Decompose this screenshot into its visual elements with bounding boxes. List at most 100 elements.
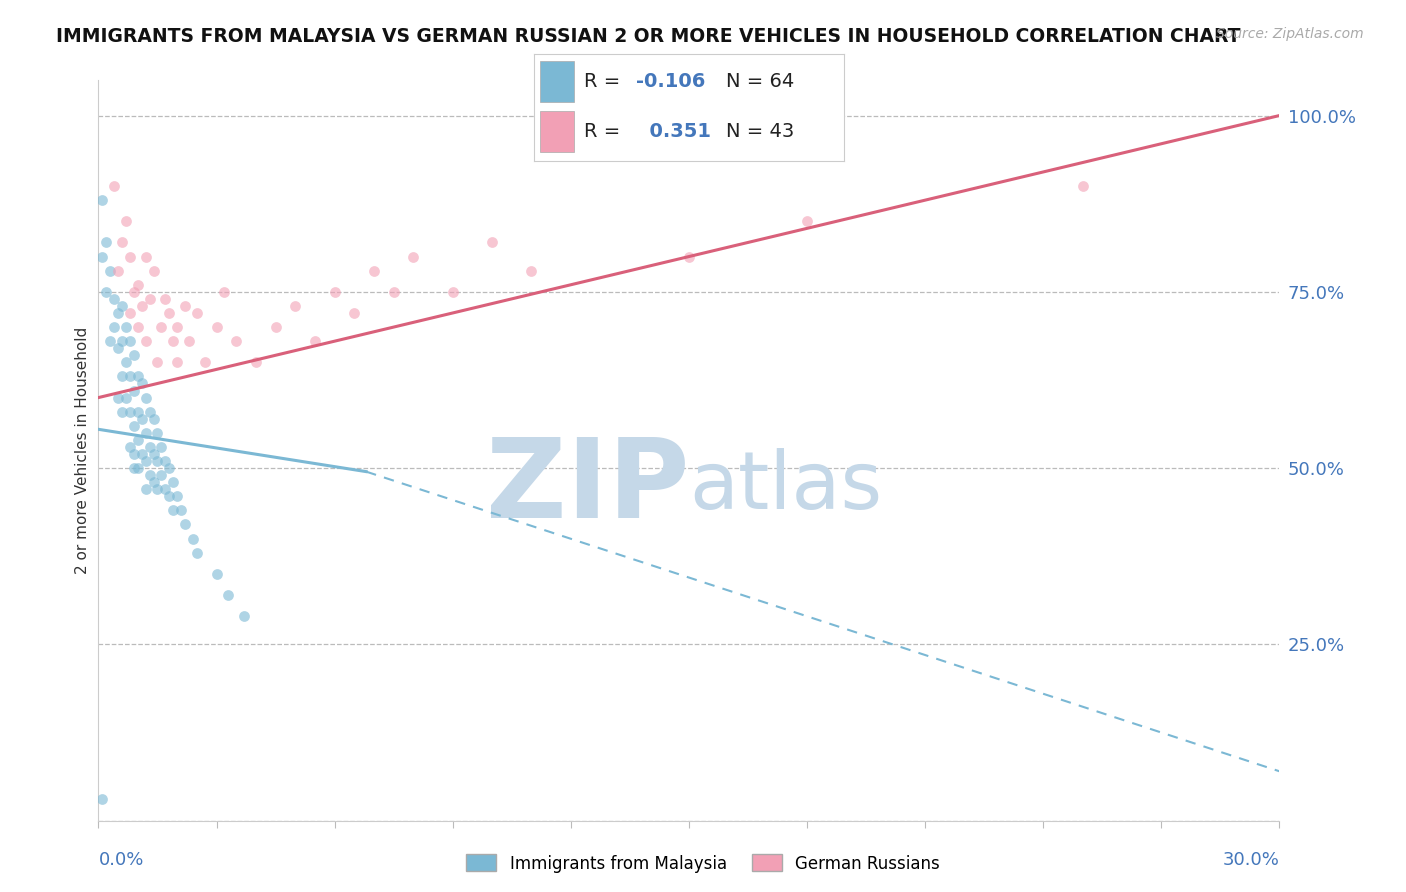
Point (150, 468, 173, 483)
Point (150, 440, 173, 454)
Point (127, 405, 149, 419)
Point (118, 369, 141, 384)
Point (166, 489, 188, 503)
Point (142, 411, 165, 425)
Text: N = 64: N = 64 (725, 72, 794, 91)
Text: Source: ZipAtlas.com: Source: ZipAtlas.com (1216, 27, 1364, 41)
Point (135, 391, 157, 405)
Point (122, 418, 145, 433)
Point (107, 341, 129, 355)
Point (111, 299, 134, 313)
Point (103, 320, 125, 334)
Point (382, 285, 405, 299)
Text: N = 43: N = 43 (725, 122, 794, 141)
Point (181, 532, 204, 546)
Point (91, 792, 114, 806)
Text: 30.0%: 30.0% (1223, 851, 1279, 869)
Point (155, 482, 177, 496)
Point (111, 334, 134, 348)
Point (343, 306, 366, 320)
Point (91, 250, 114, 264)
Point (186, 546, 208, 560)
Point (115, 391, 138, 405)
Point (107, 263, 129, 277)
Point (142, 475, 165, 490)
Point (98, 263, 121, 277)
Point (157, 461, 180, 475)
Point (118, 334, 141, 348)
Point (225, 334, 247, 348)
Point (214, 285, 236, 299)
Text: -0.106: -0.106 (637, 72, 706, 91)
Point (111, 235, 134, 250)
Point (138, 440, 160, 454)
Point (138, 292, 160, 306)
Point (127, 320, 149, 334)
Point (135, 425, 157, 440)
Point (122, 285, 145, 299)
Text: atlas: atlas (689, 449, 882, 526)
Point (162, 475, 184, 490)
Text: IMMIGRANTS FROM MALAYSIA VS GERMAN RUSSIAN 2 OR MORE VEHICLES IN HOUSEHOLD CORRE: IMMIGRANTS FROM MALAYSIA VS GERMAN RUSSI… (56, 27, 1240, 45)
Point (146, 355, 169, 369)
Point (150, 320, 173, 334)
Text: 0.0%: 0.0% (98, 851, 143, 869)
Point (441, 285, 464, 299)
Point (174, 517, 197, 532)
Point (402, 250, 425, 264)
Point (174, 299, 197, 313)
Text: R =: R = (583, 72, 626, 91)
Point (170, 503, 193, 517)
Point (118, 440, 141, 454)
Point (115, 320, 138, 334)
Point (127, 277, 149, 292)
Point (127, 461, 149, 475)
Point (118, 250, 141, 264)
Point (166, 355, 188, 369)
Point (323, 285, 346, 299)
Point (122, 461, 145, 475)
Point (186, 306, 208, 320)
Point (127, 369, 149, 384)
Point (177, 334, 200, 348)
Point (146, 454, 169, 468)
Point (135, 334, 157, 348)
Point (131, 299, 153, 313)
Point (1071, 179, 1094, 194)
Point (91, 193, 114, 207)
Point (107, 306, 129, 320)
Point (217, 588, 239, 602)
Point (115, 214, 138, 228)
Point (155, 454, 177, 468)
Point (205, 320, 228, 334)
Point (131, 376, 153, 391)
Point (96, 235, 118, 250)
Point (138, 468, 160, 483)
Point (131, 447, 153, 461)
Point (284, 299, 307, 313)
Text: R =: R = (583, 122, 626, 141)
Point (131, 411, 153, 425)
Point (157, 489, 180, 503)
Point (678, 250, 700, 264)
Point (111, 369, 134, 384)
Text: ZIP: ZIP (485, 434, 689, 541)
Legend: Immigrants from Malaysia, German Russians: Immigrants from Malaysia, German Russian… (460, 847, 946, 880)
Point (146, 425, 169, 440)
FancyBboxPatch shape (540, 61, 575, 102)
FancyBboxPatch shape (540, 112, 575, 152)
Text: 0.351: 0.351 (637, 122, 711, 141)
Point (142, 263, 165, 277)
Point (264, 320, 287, 334)
Point (103, 292, 125, 306)
Point (135, 454, 157, 468)
Point (166, 320, 188, 334)
Point (115, 355, 138, 369)
Point (194, 355, 217, 369)
Point (162, 503, 184, 517)
Point (481, 235, 503, 250)
Point (107, 391, 129, 405)
Point (162, 334, 184, 348)
Point (122, 447, 145, 461)
Point (520, 263, 543, 277)
